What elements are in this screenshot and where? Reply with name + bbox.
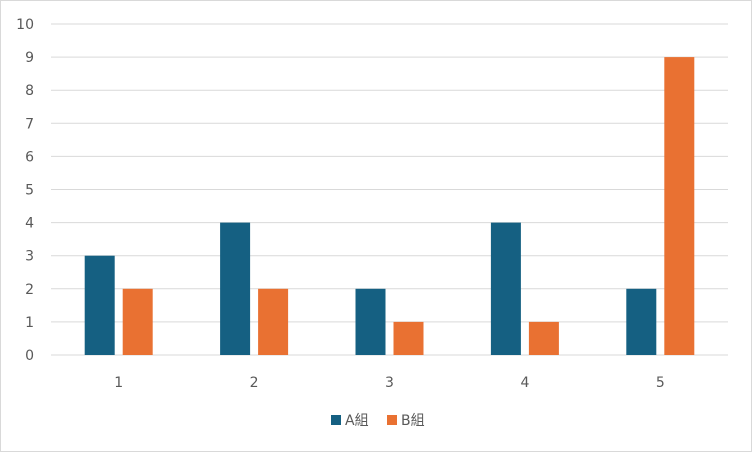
bar-series-1-category-2 [220, 222, 251, 355]
x-tick-label: 3 [385, 375, 394, 391]
bar-series-1-category-3 [355, 288, 386, 355]
legend-swatch-series-2 [387, 415, 397, 425]
y-tick-label: 10 [16, 17, 34, 33]
bar-series-1-category-5 [626, 288, 657, 355]
bar-series-1-category-4 [490, 222, 521, 355]
x-axis-tick-labels: 1 2 3 4 5 [114, 375, 665, 391]
y-tick-label: 7 [25, 116, 34, 132]
bars [84, 57, 695, 355]
bar-series-2-category-2 [258, 288, 289, 355]
legend-label-series-2: B組 [401, 413, 425, 429]
bar-series-2-category-3 [393, 321, 424, 355]
legend: A組 B組 [331, 413, 425, 429]
y-tick-label: 3 [25, 249, 34, 265]
y-tick-label: 9 [25, 50, 34, 66]
y-axis-tick-labels: 0 1 2 3 4 5 6 7 8 9 10 [16, 17, 34, 364]
y-tick-label: 0 [25, 348, 34, 364]
bar-series-2-category-5 [664, 57, 695, 355]
y-tick-label: 6 [25, 149, 34, 165]
x-tick-label: 2 [250, 375, 259, 391]
legend-swatch-series-1 [331, 415, 341, 425]
y-tick-label: 1 [25, 315, 34, 331]
y-tick-label: 8 [25, 83, 34, 99]
x-tick-label: 1 [114, 375, 123, 391]
x-tick-label: 4 [520, 375, 529, 391]
legend-label-series-1: A組 [345, 413, 369, 429]
bar-series-2-category-1 [122, 288, 153, 355]
bar-series-2-category-4 [528, 321, 559, 355]
x-tick-label: 5 [656, 375, 665, 391]
gridlines [51, 23, 728, 356]
y-tick-label: 5 [25, 183, 34, 199]
bar-series-1-category-1 [84, 255, 115, 355]
y-tick-label: 2 [25, 282, 34, 298]
y-tick-label: 4 [25, 216, 34, 232]
